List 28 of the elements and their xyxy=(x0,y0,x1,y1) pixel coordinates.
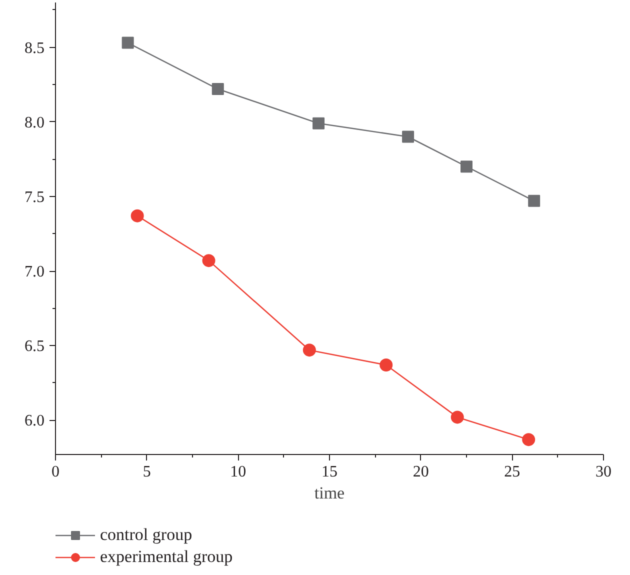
y-tick-label: 7.0 xyxy=(24,264,44,281)
point xyxy=(302,344,316,357)
y-tick-label: 6.0 xyxy=(24,412,44,430)
point xyxy=(212,83,224,96)
y-tick-label: 8.5 xyxy=(24,40,44,57)
point xyxy=(312,117,325,130)
x-tick-label: 10 xyxy=(230,464,246,480)
x-tick-label: 0 xyxy=(52,464,60,480)
legend-label: experimental group xyxy=(100,547,233,567)
x-axis-title: time xyxy=(314,484,345,502)
y-tick-label: 6.5 xyxy=(24,338,44,356)
point xyxy=(202,254,216,268)
x-tick-label: 30 xyxy=(596,464,612,480)
x-tick-label: 15 xyxy=(322,464,338,480)
point xyxy=(380,358,393,372)
x-tick-label: 5 xyxy=(142,464,151,480)
point xyxy=(522,433,536,446)
y-tick-label: 8.0 xyxy=(24,114,44,132)
point xyxy=(450,410,464,424)
point xyxy=(528,194,540,207)
point xyxy=(460,160,472,173)
point xyxy=(122,36,134,49)
x-tick-label: 25 xyxy=(504,464,520,480)
x-tick-label: 20 xyxy=(412,464,429,480)
point xyxy=(402,130,414,143)
y-tick-label: 7.5 xyxy=(24,188,44,206)
legend-label: control group xyxy=(100,525,192,545)
point xyxy=(130,209,144,222)
